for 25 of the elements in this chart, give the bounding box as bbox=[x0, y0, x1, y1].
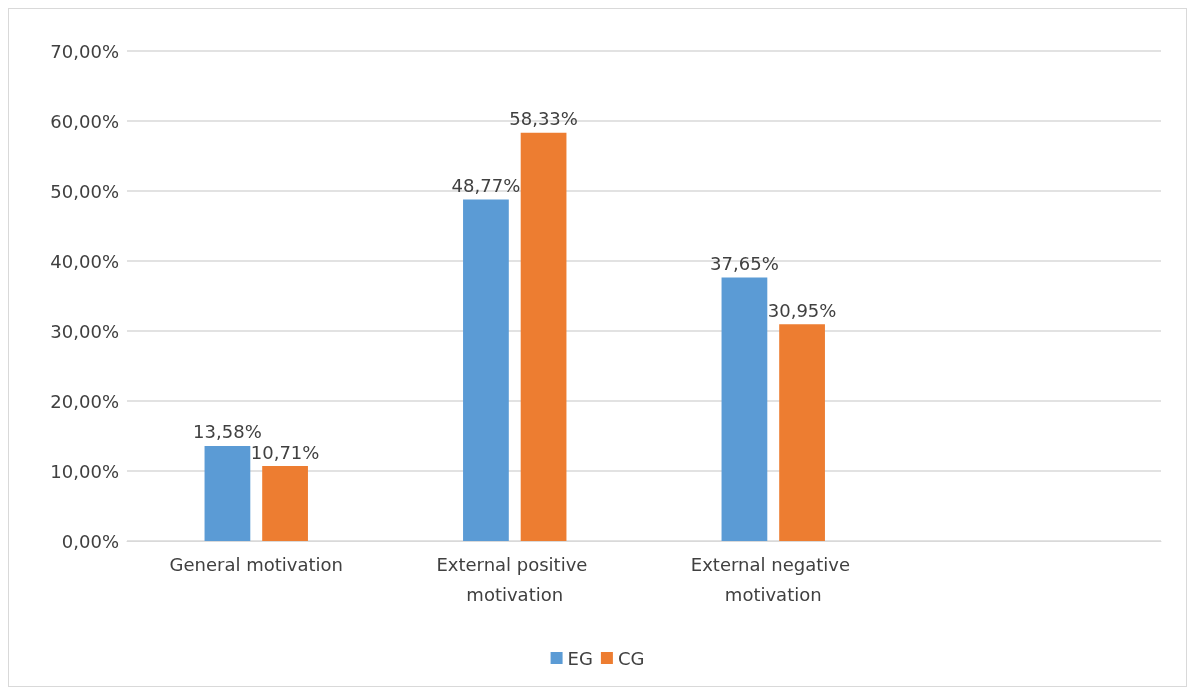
y-tick-label: 50,00% bbox=[50, 180, 119, 202]
bar bbox=[262, 466, 308, 541]
data-label: 13,58% bbox=[193, 421, 262, 443]
data-label: 48,77% bbox=[451, 175, 521, 197]
x-tick-label: General motivation bbox=[169, 553, 343, 575]
bar bbox=[721, 277, 768, 541]
y-tick-label: 10,00% bbox=[50, 460, 119, 482]
y-tick-label: 30,00% bbox=[50, 320, 119, 342]
y-tick-label: 60,00% bbox=[50, 110, 119, 132]
bar bbox=[463, 199, 509, 541]
y-tick-label: 0,00% bbox=[61, 530, 119, 552]
data-label: 58,33% bbox=[509, 108, 578, 130]
y-tick-label: 20,00% bbox=[50, 390, 119, 412]
legend-label: CG bbox=[617, 647, 645, 669]
bar bbox=[779, 324, 825, 541]
data-label: 10,71% bbox=[250, 441, 320, 463]
x-tick-label: External positive motivation bbox=[436, 553, 594, 605]
legend-label: EG bbox=[567, 647, 593, 669]
bar bbox=[520, 132, 567, 541]
y-tick-label: 40,00% bbox=[50, 250, 119, 272]
bar bbox=[204, 445, 251, 541]
x-tick-label: External negative motivation bbox=[690, 553, 856, 605]
y-tick-label: 70,00% bbox=[50, 40, 119, 62]
data-label: 37,65% bbox=[710, 252, 779, 274]
data-label: 30,95% bbox=[767, 299, 837, 321]
